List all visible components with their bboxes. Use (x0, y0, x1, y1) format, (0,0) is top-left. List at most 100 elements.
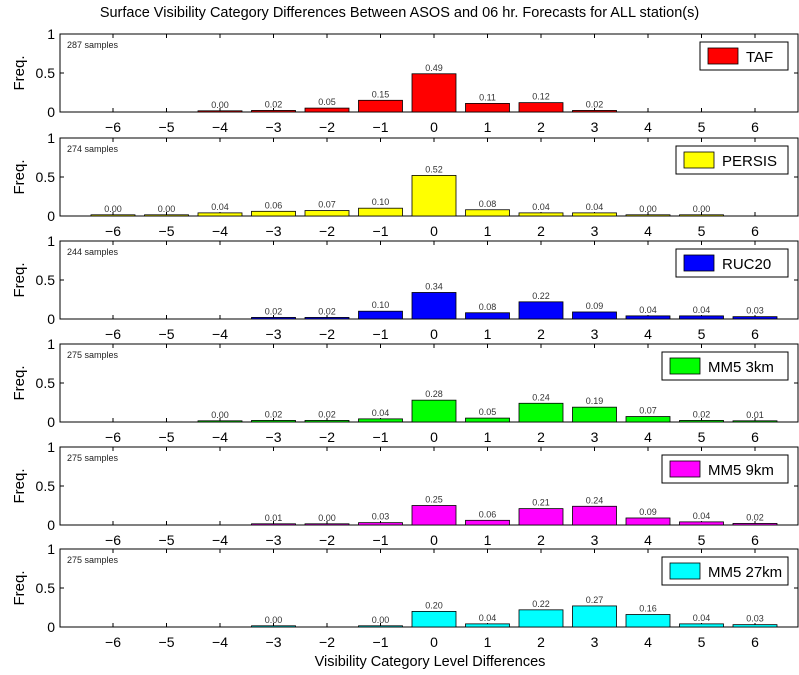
panel-4-legend-swatch (669, 357, 701, 375)
panel-2-xtick-label: 0 (430, 223, 438, 239)
panel-1-bar-value-label: 0.02 (265, 99, 283, 109)
panel-5-bar-value-label: 0.09 (639, 507, 657, 517)
panel-5-xtick-label: −6 (105, 532, 121, 548)
panel-5-bar-value-label: 0.24 (586, 495, 604, 505)
panel-6-legend-label: MM5 27km (708, 564, 782, 581)
panel-3-xtick-label: 5 (698, 326, 706, 342)
panel-1-bar (251, 110, 296, 113)
panel-6-bar-value-label: 0.16 (639, 604, 657, 614)
panel-3-xtick-label: −2 (319, 326, 335, 342)
panel-1-xtick-label: 3 (591, 119, 599, 135)
panel-2-xtick-label: −1 (373, 223, 389, 239)
panel-4-bar (732, 420, 778, 423)
panel-6-ytick-label: 1 (47, 541, 55, 557)
panel-1-ytick-label: 0.5 (36, 65, 56, 81)
panel-3-bar (732, 316, 778, 320)
panel-4-ytick-label: 0.5 (36, 375, 56, 391)
chart-title: Surface Visibility Category Differences … (99, 5, 700, 21)
panel-3-legend-label: RUC20 (722, 256, 771, 273)
panel-2-xtick-label: 2 (537, 223, 545, 239)
panel-5-bar (465, 519, 510, 526)
panel-2-bar (625, 214, 671, 217)
panel-2-ytick-label: 0 (47, 208, 55, 224)
panel-2-bar (518, 212, 564, 217)
panel-3-xtick-label: 3 (591, 326, 599, 342)
panel-6-bar-value-label: 0.03 (746, 614, 764, 624)
panel-3-xtick-label: 4 (644, 326, 652, 342)
panel-3-xtick-label: 6 (751, 326, 759, 342)
panel-4-bar (411, 399, 457, 423)
panel-3-bar (679, 315, 724, 320)
panel-3-bar-value-label: 0.08 (479, 302, 497, 312)
panel-3-xtick-label: 1 (484, 326, 492, 342)
panel-1-xtick-label: −3 (266, 119, 282, 135)
panel-4-xtick-label: −3 (266, 429, 282, 445)
panel-6-xtick-label: −3 (266, 634, 282, 650)
panel-6-bar-value-label: 0.00 (372, 615, 390, 625)
panel-3-bar-value-label: 0.02 (265, 306, 283, 316)
panel-6-xtick-label: 3 (591, 634, 599, 650)
panel-2-legend-swatch (683, 151, 715, 169)
panel-3-y-axis-label: Freq. (11, 262, 28, 297)
panel-5-bar (358, 522, 403, 526)
panel-2-bar (144, 214, 189, 217)
panel-4-ytick-label: 1 (47, 336, 55, 352)
panel-2-y-axis-label: Freq. (11, 159, 28, 194)
panel-6-bar-value-label: 0.20 (425, 600, 443, 610)
panel-2-bar-value-label: 0.04 (532, 202, 550, 212)
panel-6-y-axis-label: Freq. (11, 570, 28, 605)
panel-4-bar-value-label: 0.19 (586, 396, 604, 406)
panel-1-bar (197, 110, 243, 113)
panel-1-ytick-label: 0 (47, 104, 55, 120)
panel-3-xtick-label: −6 (105, 326, 121, 342)
panel-5-xtick-label: −3 (266, 532, 282, 548)
panel-6-ytick-label: 0.5 (36, 580, 56, 596)
panel-6-ytick-label: 0 (47, 619, 55, 635)
panel-1-xtick-label: 4 (644, 119, 652, 135)
panel-2-bar-value-label: 0.04 (211, 202, 229, 212)
panel-4-bar (572, 406, 617, 423)
panel-3-bar (518, 301, 564, 320)
panel-1-legend-swatch (707, 47, 739, 65)
panel-2-bar (411, 175, 457, 217)
panel-2-ytick-label: 0.5 (36, 169, 56, 185)
panel-6-bar-value-label: 0.00 (265, 615, 283, 625)
x-axis-label: Visibility Category Level Differences (314, 654, 546, 670)
panel-1-xtick-label: 1 (484, 119, 492, 135)
panel-3-bar (465, 312, 510, 320)
panel-3-bar-value-label: 0.22 (532, 291, 550, 301)
panel-4-xtick-label: −5 (159, 429, 175, 445)
panel-5-bar-value-label: 0.00 (318, 513, 336, 523)
panel-2-bar-value-label: 0.52 (425, 164, 443, 174)
panel-1-xtick-label: 6 (751, 119, 759, 135)
panel-3-xtick-label: −3 (266, 326, 282, 342)
panel-4-bar (197, 420, 243, 423)
panel-6-legend-swatch (669, 562, 701, 580)
panel-2-xtick-label: 5 (698, 223, 706, 239)
panel-6-bar-value-label: 0.04 (693, 613, 711, 623)
panel-4-bar (679, 420, 724, 423)
panel-2-bar (197, 212, 243, 217)
panel-4-xtick-label: 0 (430, 429, 438, 445)
panel-4-bar-value-label: 0.04 (372, 408, 390, 418)
panel-5-xtick-label: 6 (751, 532, 759, 548)
panel-1-bar (304, 107, 350, 113)
panel-1-xtick-label: −4 (212, 119, 228, 135)
panel-1-bar-value-label: 0.02 (586, 99, 604, 109)
panel-6-bar (732, 624, 778, 628)
panel-4-samples-label: 275 samples (67, 350, 119, 360)
panel-4-bar (251, 420, 296, 423)
panel-2-bar-value-label: 0.07 (318, 200, 336, 210)
panel-4-xtick-label: 2 (537, 429, 545, 445)
panel-2-bar-value-label: 0.00 (639, 204, 657, 214)
panel-3-bar (251, 317, 296, 320)
panel-1-bar (465, 103, 510, 113)
panel-1-xtick-label: −5 (159, 119, 175, 135)
panel-3-ytick-label: 0.5 (36, 272, 56, 288)
panel-5-xtick-label: 0 (430, 532, 438, 548)
panel-2-xtick-label: −6 (105, 223, 121, 239)
panel-5-xtick-label: −2 (319, 532, 335, 548)
panel-1-xtick-label: −2 (319, 119, 335, 135)
panel-4-bar-value-label: 0.02 (318, 409, 336, 419)
